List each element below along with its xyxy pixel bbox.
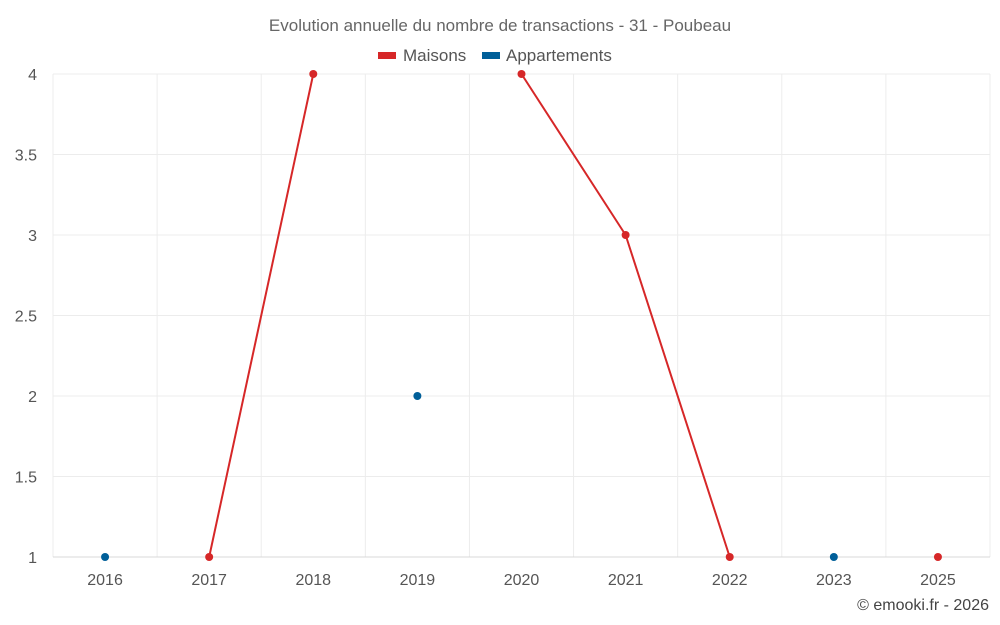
x-tick-label: 2021 [608, 572, 644, 589]
x-tick-label: 2019 [400, 572, 436, 589]
data-point-maisons-2017[interactable] [205, 553, 214, 561]
y-tick-label: 4 [28, 67, 37, 84]
y-axis-tick-labels: 1 1.5 2 2.5 3 3.5 4 [15, 67, 37, 567]
series-appartements [101, 392, 838, 561]
x-tick-label: 2025 [920, 572, 956, 589]
data-point-appartements-2023[interactable] [829, 553, 838, 561]
data-point-maisons-2021[interactable] [621, 231, 630, 239]
y-tick-label: 2 [28, 389, 37, 406]
y-tick-label: 1.5 [15, 470, 37, 487]
data-point-maisons-2022[interactable] [725, 553, 734, 561]
data-point-appartements-2016[interactable] [101, 553, 110, 561]
credit-text: © emooki.fr - 2026 [857, 597, 989, 614]
x-tick-label: 2020 [504, 572, 540, 589]
data-point-appartements-2019[interactable] [413, 392, 422, 400]
data-point-maisons-2025[interactable] [933, 553, 942, 561]
series-layer [101, 70, 942, 561]
data-point-maisons-2018[interactable] [309, 70, 318, 78]
y-gridlines [53, 73, 990, 477]
legend-label-maisons[interactable]: Maisons [403, 46, 466, 65]
x-axis-tick-labels: 2016 2017 2018 2019 2020 2021 2022 2023 2025 [87, 572, 956, 589]
y-tick-label: 3.5 [15, 148, 37, 165]
data-point-maisons-2020[interactable] [517, 70, 526, 78]
x-tick-label: 2018 [295, 572, 331, 589]
x-tick-label: 2022 [712, 572, 748, 589]
series-maisons [205, 70, 942, 561]
legend-swatch-maisons [378, 52, 396, 59]
series-line-maisons [208, 73, 315, 558]
legend: Maisons Appartements [378, 46, 612, 65]
y-tick-label: 1 [28, 550, 37, 567]
y-tick-label: 2.5 [15, 309, 37, 326]
x-tick-label: 2016 [87, 572, 123, 589]
chart-title: Evolution annuelle du nombre de transact… [269, 16, 731, 35]
legend-label-appartements[interactable]: Appartements [506, 46, 612, 65]
legend-swatch-appartements [482, 52, 500, 59]
x-tick-label: 2023 [816, 572, 852, 589]
x-tick-label: 2017 [191, 572, 227, 589]
y-tick-label: 3 [28, 228, 37, 245]
